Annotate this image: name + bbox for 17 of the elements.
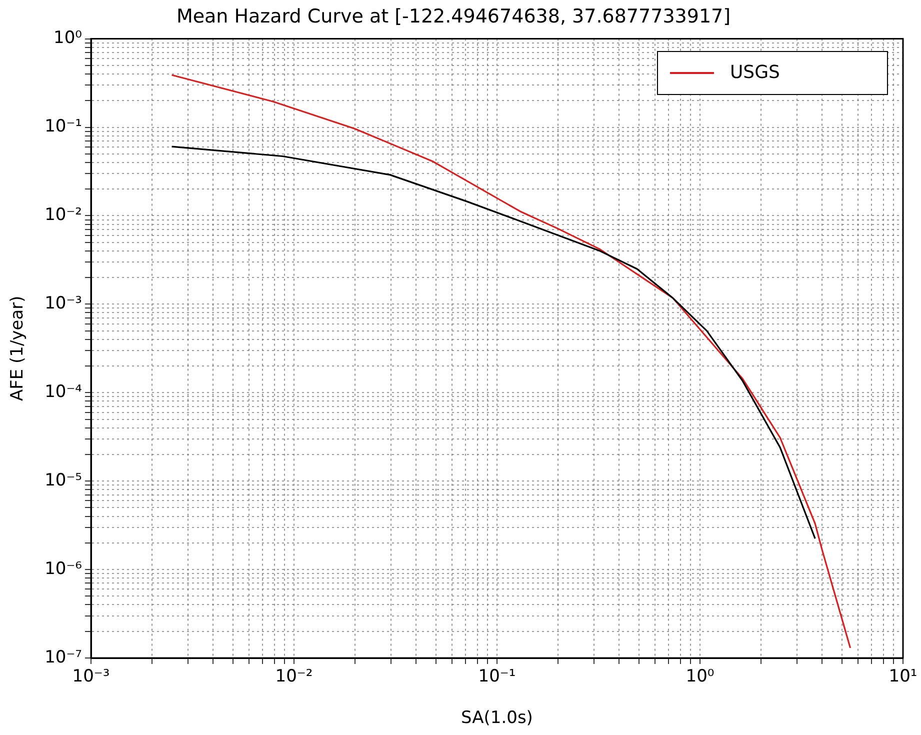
y-tick-label: 10⁻¹	[44, 116, 82, 137]
y-tick-label: 10⁻²	[44, 205, 82, 226]
y-tick-label: 10⁻⁶	[44, 558, 82, 579]
legend-label: USGS	[730, 62, 780, 84]
y-tick-label: 10⁻⁷	[44, 647, 82, 668]
x-tick-label: 10¹	[888, 666, 918, 687]
y-tick-label: 10⁻⁵	[44, 470, 82, 491]
x-tick-label: 10⁻¹	[478, 666, 516, 687]
y-tick-label: 10⁻⁴	[44, 382, 82, 402]
y-tick-label: 10⁻³	[44, 294, 82, 314]
x-tick-label: 10⁰	[686, 666, 714, 687]
y-tick-label: 10⁰	[54, 28, 82, 48]
chart-title: Mean Hazard Curve at [-122.494674638, 37.6877733917]	[176, 5, 731, 28]
x-tick-label: 10⁻²	[275, 666, 313, 687]
x-axis-title: SA(1.0s)	[461, 708, 533, 728]
y-axis-title: AFE (1/year)	[8, 296, 28, 402]
x-tick-label: 10⁻³	[72, 666, 110, 687]
